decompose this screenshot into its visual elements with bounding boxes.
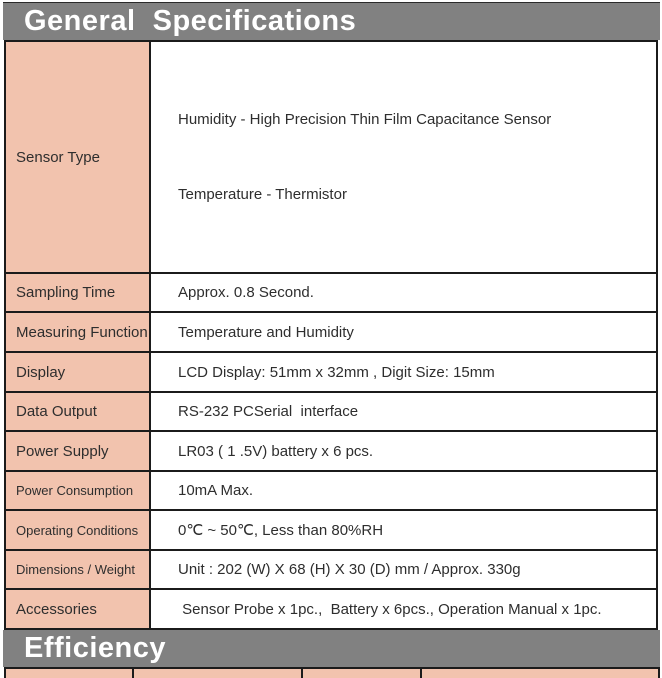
- table-row-power-supply: Power Supply LR03 ( 1 .5V) battery x 6 p…: [4, 430, 658, 472]
- sensor-type-values: Humidity - High Precision Thin Film Capa…: [178, 77, 655, 237]
- row-label: Measuring Function: [4, 311, 151, 353]
- row-value: RS-232 PCSerial interface: [149, 391, 658, 432]
- column-header-resolution: Resolution: [301, 667, 422, 678]
- row-value: LCD Display: 51mm x 32mm , Digit Size: 1…: [149, 351, 658, 393]
- table-row-dimensions-weight: Dimensions / Weight Unit : 202 (W) X 68 …: [4, 549, 658, 590]
- row-label: Dimensions / Weight: [4, 549, 151, 590]
- table-row-power-consumption: Power Consumption 10mA Max.: [4, 470, 658, 511]
- efficiency-header-row: Function Measuring Range Resolution Accu…: [4, 667, 660, 678]
- sensor-type-temperature: Temperature - Thermistor: [178, 186, 347, 203]
- row-label: Accessories: [4, 588, 151, 630]
- row-value: LR03 ( 1 .5V) battery x 6 pcs.: [149, 430, 658, 472]
- column-header-measuring-range: Measuring Range: [132, 667, 303, 678]
- table-row-sampling-time: Sampling Time Approx. 0.8 Second.: [4, 272, 658, 313]
- row-label: Power Supply: [4, 430, 151, 472]
- row-value: Unit : 202 (W) X 68 (H) X 30 (D) mm / Ap…: [149, 549, 658, 590]
- row-label: Sampling Time: [4, 272, 151, 313]
- sensor-type-humidity: Humidity - High Precision Thin Film Capa…: [178, 111, 552, 128]
- row-label: Power Consumption: [4, 470, 151, 511]
- table-row-operating-conditions: Operating Conditions 0℃ ~ 50℃, Less than…: [4, 509, 658, 551]
- efficiency-table: Function Measuring Range Resolution Accu…: [4, 667, 660, 678]
- row-value: Approx. 0.8 Second.: [149, 272, 658, 313]
- row-label: Data Output: [4, 391, 151, 432]
- general-specifications-title: General Specifications: [24, 5, 357, 37]
- table-row-display: Display LCD Display: 51mm x 32mm , Digit…: [4, 351, 658, 393]
- row-value: Temperature and Humidity: [149, 311, 658, 353]
- table-row-measuring-function: Measuring Function Temperature and Humid…: [4, 311, 658, 353]
- general-specifications-banner: General Specifications: [3, 2, 660, 40]
- row-label: Operating Conditions: [4, 509, 151, 551]
- row-value: 0℃ ~ 50℃, Less than 80%RH: [149, 509, 658, 551]
- table-row-data-output: Data Output RS-232 PCSerial interface: [4, 391, 658, 432]
- efficiency-banner: Efficiency: [3, 630, 660, 667]
- efficiency-title: Efficiency: [24, 632, 166, 664]
- row-value: Humidity - High Precision Thin Film Capa…: [149, 40, 658, 274]
- column-header-function: Function: [4, 667, 134, 678]
- row-label: Display: [4, 351, 151, 393]
- table-row-accessories: Accessories Sensor Probe x 1pc., Battery…: [4, 588, 658, 630]
- table-row-sensor-type: Sensor Type Humidity - High Precision Th…: [4, 40, 658, 274]
- row-value: 10mA Max.: [149, 470, 658, 511]
- general-spec-table: Sensor Type Humidity - High Precision Th…: [4, 40, 658, 630]
- column-header-accuracy: Accuracy: [420, 667, 660, 678]
- row-value: Sensor Probe x 1pc., Battery x 6pcs., Op…: [149, 588, 658, 630]
- row-label: Sensor Type: [4, 40, 151, 274]
